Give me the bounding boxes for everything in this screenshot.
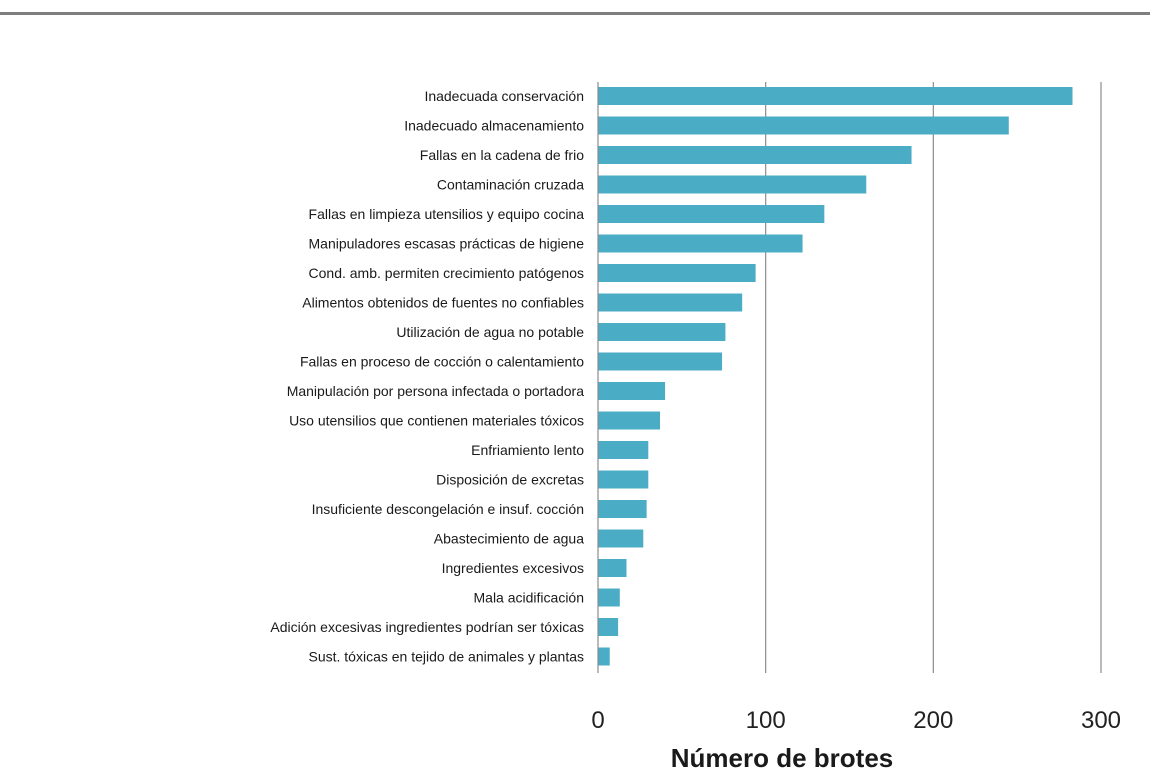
x-tick-label: 300 bbox=[1081, 707, 1121, 734]
category-labels: Inadecuada conservación Inadecuado almace… bbox=[270, 88, 584, 665]
category-label: Fallas en la cadena de frio bbox=[420, 147, 584, 163]
bar bbox=[598, 559, 627, 577]
x-axis-title: Número de brotes bbox=[671, 743, 894, 773]
top-divider bbox=[0, 12, 1150, 15]
bar bbox=[598, 441, 649, 459]
bar bbox=[598, 529, 644, 548]
category-label: Sust. tóxicas en tejido de animales y pl… bbox=[309, 649, 585, 665]
category-label: Alimentos obtenidos de fuentes no confia… bbox=[302, 295, 584, 311]
category-label: Fallas en proceso de cocción o calentami… bbox=[300, 354, 584, 370]
bar bbox=[598, 470, 649, 489]
category-label: Insuficiente descongelación e insuf. coc… bbox=[312, 501, 584, 517]
bars bbox=[598, 87, 1073, 666]
category-label: Mala acidificación bbox=[474, 590, 585, 606]
category-label: Adición excesivas ingredientes podrían s… bbox=[270, 619, 584, 635]
category-label: Enfriamiento lento bbox=[471, 442, 584, 458]
category-label: Abastecimiento de agua bbox=[434, 531, 584, 547]
category-label: Inadecuada conservación bbox=[424, 88, 584, 104]
gridlines bbox=[765, 82, 1102, 673]
bar bbox=[598, 411, 661, 430]
bar bbox=[598, 146, 912, 164]
bar bbox=[598, 647, 610, 666]
category-label: Cond. amb. permiten crecimiento patógeno… bbox=[309, 265, 584, 281]
bar bbox=[598, 323, 726, 341]
category-label: Fallas en limpieza utensilios y equipo c… bbox=[309, 206, 585, 222]
category-label: Utilización de agua no potable bbox=[396, 324, 584, 340]
bar bbox=[598, 205, 825, 223]
bar bbox=[598, 116, 1009, 135]
bar bbox=[598, 234, 803, 253]
bar bbox=[598, 264, 756, 282]
x-tick-label: 0 bbox=[591, 707, 604, 734]
bar bbox=[598, 588, 620, 607]
category-label: Manipulación por persona infectada o por… bbox=[287, 383, 585, 399]
bar bbox=[598, 352, 723, 371]
bar bbox=[598, 618, 619, 636]
category-label: Manipuladores escasas prácticas de higie… bbox=[309, 236, 585, 252]
bar bbox=[598, 382, 666, 400]
category-label: Disposición de excretas bbox=[436, 472, 584, 488]
bar bbox=[598, 87, 1073, 105]
x-tick-label: 200 bbox=[913, 707, 953, 734]
bar bbox=[598, 175, 867, 194]
bar bbox=[598, 500, 647, 518]
category-label: Inadecuado almacenamiento bbox=[404, 118, 584, 134]
x-tick-labels: 0 100 200 300 bbox=[591, 707, 1121, 734]
x-tick-label: 100 bbox=[746, 707, 786, 734]
bar bbox=[598, 293, 743, 312]
category-label: Uso utensilios que contienen materiales … bbox=[289, 413, 584, 429]
category-label: Ingredientes excesivos bbox=[442, 560, 584, 576]
category-label: Contaminación cruzada bbox=[437, 177, 584, 193]
